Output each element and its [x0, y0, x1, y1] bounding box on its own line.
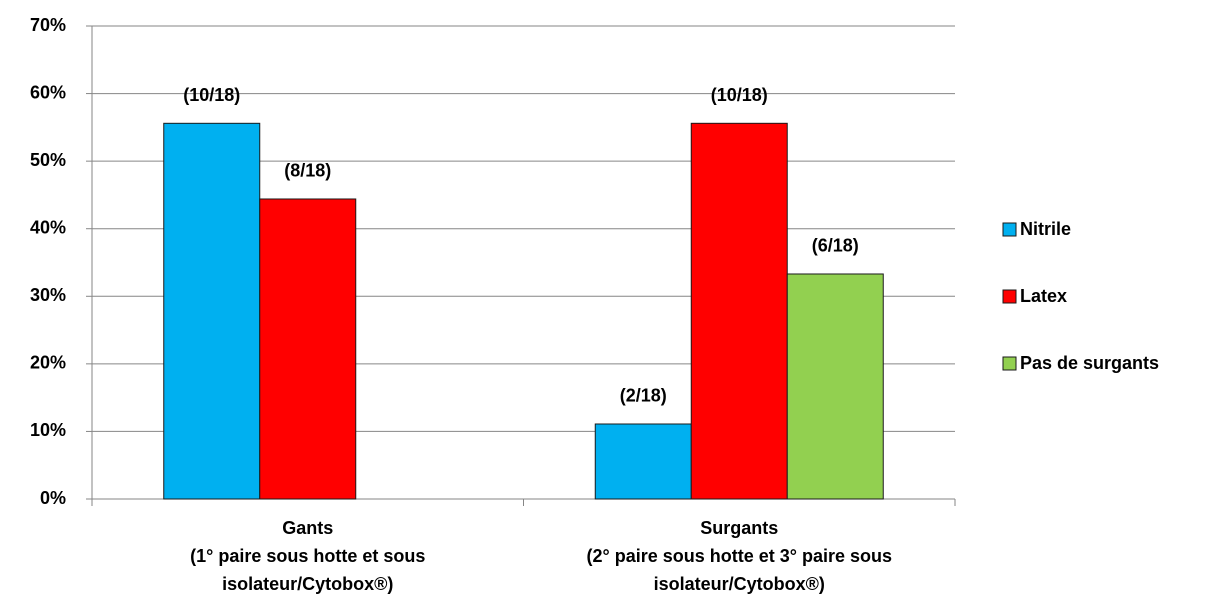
- x-tick-label: Surgants: [700, 518, 778, 538]
- data-label: (8/18): [284, 161, 331, 181]
- x-tick-label: Gants: [282, 518, 333, 538]
- legend-label: Nitrile: [1020, 219, 1071, 239]
- legend-label: Latex: [1020, 286, 1067, 306]
- legend-swatch: [1002, 289, 1017, 304]
- data-label: (2/18): [620, 386, 667, 406]
- data-label: (6/18): [812, 236, 859, 256]
- y-tick-label: 70%: [30, 15, 66, 35]
- data-label: (10/18): [183, 85, 240, 105]
- y-tick-label: 30%: [30, 285, 66, 305]
- x-tick-label: (2° paire sous hotte et 3° paire sous: [587, 546, 892, 566]
- y-tick-label: 10%: [30, 420, 66, 440]
- x-tick-label: isolateur/Cytobox®): [654, 574, 825, 594]
- x-tick-label: isolateur/Cytobox®): [222, 574, 393, 594]
- legend-label: Pas de surgants: [1020, 353, 1159, 373]
- bar: [163, 122, 261, 500]
- y-tick-label: 0%: [40, 488, 66, 508]
- y-tick-label: 60%: [30, 82, 66, 102]
- bar: [259, 198, 357, 500]
- legend-swatch: [1002, 222, 1017, 237]
- y-tick-label: 20%: [30, 353, 66, 373]
- bar: [786, 273, 884, 500]
- bar: [594, 423, 692, 500]
- bar: [690, 122, 788, 500]
- x-tick-label: (1° paire sous hotte et sous: [190, 546, 425, 566]
- data-label: (10/18): [711, 85, 768, 105]
- y-tick-label: 50%: [30, 150, 66, 170]
- y-tick-label: 40%: [30, 217, 66, 237]
- legend-swatch: [1002, 356, 1017, 371]
